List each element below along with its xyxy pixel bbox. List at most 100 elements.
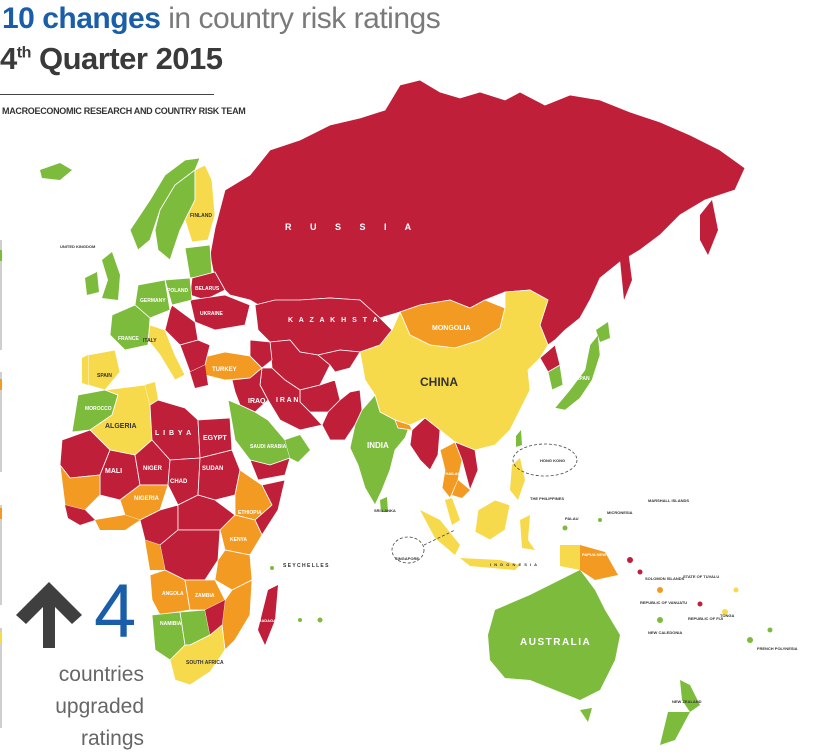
upgrade-count: 4 bbox=[94, 569, 137, 654]
label-iran: I R A N bbox=[276, 397, 298, 404]
legend-swatch-moderate bbox=[0, 632, 2, 643]
country-iceland bbox=[40, 163, 72, 180]
country-laos-vietnam bbox=[454, 441, 479, 492]
legend-swatch-low-risk bbox=[0, 250, 2, 261]
country-guinea-region bbox=[65, 505, 95, 525]
country-sulawesi bbox=[520, 515, 535, 550]
country-gulf-guinea bbox=[95, 515, 140, 530]
label-spain: SPAIN bbox=[97, 373, 112, 379]
country-gabon-congo bbox=[145, 540, 165, 570]
label-italy: ITALY bbox=[143, 338, 157, 344]
country-spain bbox=[87, 349, 121, 391]
country-south-africa bbox=[169, 624, 226, 686]
label-seychelles: S E Y C H E L L E S bbox=[283, 563, 329, 569]
country-japan bbox=[554, 334, 601, 411]
country-balkans bbox=[179, 339, 211, 373]
label-fiji: REPUBLIC OF FIJI bbox=[688, 616, 723, 621]
country-kyrgyz-tajik bbox=[317, 349, 361, 373]
country-cambodia bbox=[452, 480, 470, 498]
country-papua-new-guinea bbox=[580, 545, 618, 580]
country-philippines bbox=[510, 458, 525, 500]
country-new-zealand-south bbox=[660, 712, 690, 745]
country-iraq-syria bbox=[231, 367, 269, 413]
country-oman bbox=[285, 435, 310, 462]
country-japan-hokkaido bbox=[596, 322, 610, 342]
country-sumatra bbox=[420, 510, 460, 555]
country-poland bbox=[164, 277, 193, 306]
label-libya: L I B Y A bbox=[155, 430, 192, 437]
label-egypt: EGYPT bbox=[203, 435, 227, 442]
label-kazakhstan: K A Z A K H S T A N bbox=[288, 317, 391, 324]
legend-swatch-high bbox=[0, 379, 2, 390]
label-polynesia: FRENCH POLYNESIA bbox=[757, 646, 798, 651]
label-tonga: TONGA bbox=[720, 613, 734, 618]
quarter-rest: Quarter 2015 bbox=[30, 41, 223, 76]
label-micronesia: MICRONESIA bbox=[607, 510, 633, 515]
label-india: INDIA bbox=[367, 441, 389, 450]
label-china: CHINA bbox=[420, 375, 458, 389]
label-belarus: BELARUS bbox=[195, 286, 220, 292]
team-credit: MACROECONOMIC RESEARCH AND COUNTRY RISK … bbox=[2, 106, 246, 116]
callout-hongkong bbox=[512, 443, 578, 477]
label-russia: R U S S I A bbox=[285, 222, 419, 232]
upgrade-label-3: ratings bbox=[80, 727, 144, 750]
country-baltics bbox=[184, 244, 213, 279]
label-singapore: SINGAPORE bbox=[395, 556, 419, 561]
label-turkey: TURKEY bbox=[212, 367, 237, 373]
label-madagascar: MADAGASCAR bbox=[258, 618, 287, 623]
label-chad: CHAD bbox=[170, 479, 188, 485]
country-yemen bbox=[249, 457, 291, 481]
label-algeria: ALGERIA bbox=[105, 423, 137, 430]
title-emphasis: 10 changes bbox=[2, 2, 161, 35]
label-hong-kong: HONG KONG bbox=[540, 458, 565, 463]
page-title: 10 changes in country risk ratings bbox=[2, 0, 441, 38]
label-ethiopia: ETHIOPIA bbox=[238, 510, 262, 516]
label-uk: UNITED KINGDOM bbox=[60, 244, 96, 249]
label-solomon: SOLOMON ISLANDS bbox=[645, 576, 685, 581]
quarter-number: 4 bbox=[0, 41, 17, 76]
country-finland bbox=[184, 164, 216, 243]
label-saudi: SAUDI ARABIA bbox=[250, 444, 287, 450]
label-australia: AUSTRALIA bbox=[520, 637, 591, 648]
label-mongolia: MONGOLIA bbox=[432, 325, 471, 332]
country-borneo bbox=[474, 499, 511, 541]
upgrade-label-2: upgraded bbox=[55, 695, 144, 718]
label-finland: FINLAND bbox=[190, 213, 212, 219]
label-namibia: NAMIBIA bbox=[160, 621, 182, 627]
country-new-zealand-north bbox=[680, 680, 700, 712]
label-kenya: KENYA bbox=[230, 537, 247, 543]
label-morocco: MOROCCO bbox=[85, 406, 112, 412]
country-bangladesh-myanmar bbox=[409, 417, 441, 471]
legend-bracket-2 bbox=[0, 372, 2, 472]
country-south-korea bbox=[547, 364, 564, 391]
label-new-caledonia: NEW CALEDONIA bbox=[648, 630, 682, 635]
country-france bbox=[109, 304, 151, 351]
label-south-africa: SOUTH AFRICA bbox=[186, 660, 224, 666]
label-ukraine: UKRAINE bbox=[200, 311, 223, 317]
label-mali: MALI bbox=[105, 468, 122, 475]
label-sudan: SUDAN bbox=[202, 466, 223, 472]
country-uk bbox=[102, 252, 120, 300]
legend-swatch-high-2 bbox=[0, 508, 2, 519]
label-tuvalu: STATE OF TUVALU bbox=[683, 574, 719, 579]
up-arrow-icon bbox=[16, 582, 82, 648]
quarter-title: 4th Quarter 2015 bbox=[0, 40, 223, 78]
label-sri-lanka: SRI LANKA bbox=[374, 508, 396, 513]
label-zambia: ZAMBIA bbox=[195, 593, 215, 599]
label-marshall: MARSHALL ISLANDS bbox=[648, 498, 689, 503]
quarter-suffix: th bbox=[16, 44, 32, 62]
header-divider bbox=[0, 94, 214, 95]
label-france: FRANCE bbox=[118, 336, 139, 342]
country-java bbox=[460, 558, 520, 570]
upgrade-label-1: countries bbox=[58, 663, 144, 686]
country-tunisia bbox=[145, 382, 158, 405]
country-italy bbox=[147, 324, 186, 381]
label-poland: POLAND bbox=[167, 288, 189, 294]
country-papua-west bbox=[560, 545, 580, 570]
country-sri-lanka bbox=[380, 497, 388, 512]
country-germany bbox=[134, 279, 171, 319]
country-sakhalin bbox=[620, 250, 632, 300]
label-thailand: THAILAND bbox=[443, 471, 464, 476]
country-sudan bbox=[197, 449, 241, 501]
